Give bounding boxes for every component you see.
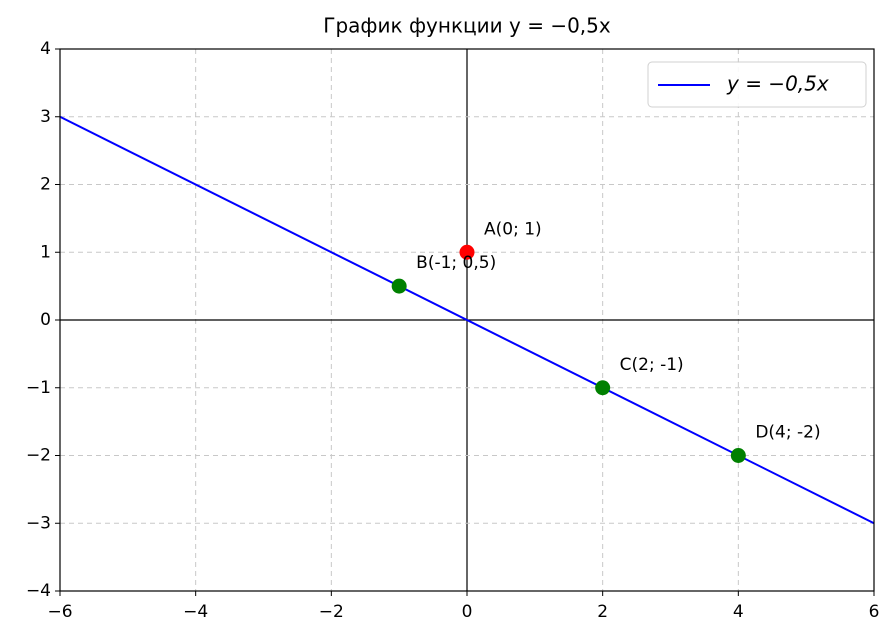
legend-box [647, 61, 867, 108]
y-tick-label: 3 [40, 107, 51, 127]
y-tick-label: −4 [26, 581, 51, 601]
legend: y = −0,5x [647, 61, 867, 108]
point-label: B(-1; 0,5) [416, 253, 496, 273]
point-label: D(4; -2) [755, 423, 820, 443]
chart-title: График функции y = −0,5x [323, 14, 611, 38]
point [459, 244, 475, 260]
y-tick-label: 4 [40, 39, 51, 59]
point [391, 278, 407, 294]
point-label: C(2; -1) [620, 355, 684, 375]
x-tick-label: 4 [733, 602, 744, 622]
point-label: A(0; 1) [484, 219, 542, 239]
x-tick-label: 0 [462, 602, 473, 622]
y-tick-label: 2 [40, 175, 51, 195]
x-tick-label: −6 [47, 602, 72, 622]
point [730, 448, 746, 463]
x-tick-label: 6 [869, 602, 880, 622]
y-tick-label: −3 [26, 513, 51, 533]
legend-label: y = −0,5x [726, 72, 829, 96]
y-tick-label: 0 [40, 310, 51, 330]
y-tick-label: −2 [26, 446, 51, 466]
x-tick-label: −2 [319, 602, 344, 622]
x-tick-label: −4 [183, 602, 208, 622]
y-tick-label: 1 [40, 242, 51, 262]
x-tick-label: 2 [597, 602, 608, 622]
y-tick-label: −1 [26, 378, 51, 398]
point [595, 380, 611, 396]
plot-frame [59, 48, 875, 592]
